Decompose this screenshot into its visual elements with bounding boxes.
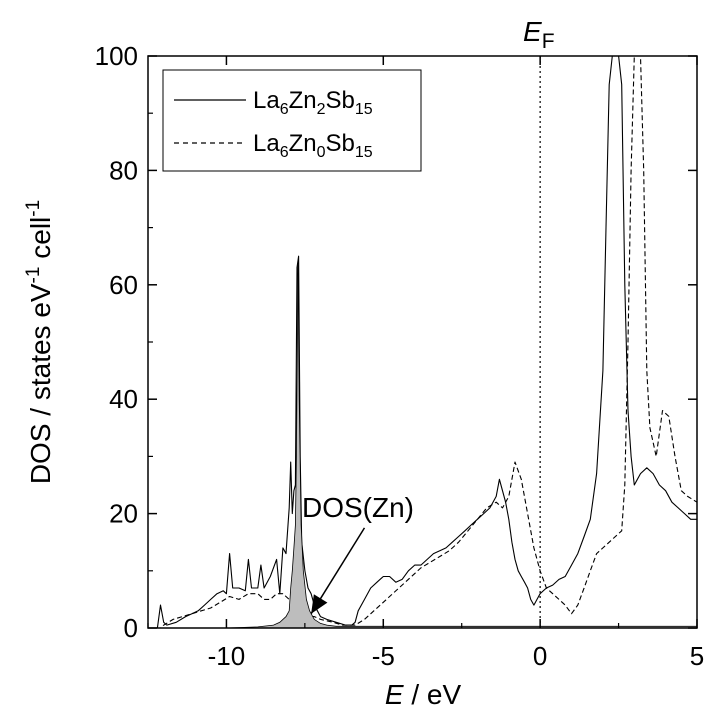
x-axis-title: E / eV xyxy=(385,679,462,710)
legend-label-part: Sb xyxy=(326,87,355,114)
y-axis-title-main: DOS / states eV xyxy=(25,283,56,484)
y-axis-title-sup1: -1 xyxy=(23,267,44,284)
legend-label-part: Zn xyxy=(289,130,317,157)
legend-label-part: 15 xyxy=(355,144,373,161)
legend-label-part: 2 xyxy=(317,101,326,118)
fermi-level-label: EF xyxy=(523,16,555,53)
fermi-label-sub: F xyxy=(542,30,555,53)
legend-label-part: 0 xyxy=(317,144,326,161)
legend-label-part: La xyxy=(253,87,280,114)
legend-label-la6zn0sb15: La6Zn0Sb15 xyxy=(253,130,373,161)
series-la6zn2sb15 xyxy=(148,56,697,628)
legend-label-part: 6 xyxy=(280,101,289,118)
y-axis-title-mid: cell xyxy=(25,217,56,267)
series-dos-zn xyxy=(148,261,697,628)
series-group xyxy=(148,56,697,628)
y-tick-label: 40 xyxy=(109,384,138,414)
y-tick-label: 100 xyxy=(95,41,138,71)
y-axis-title: DOS / states eV-1 cell-1 xyxy=(23,200,56,484)
x-tick-label: -5 xyxy=(372,641,395,671)
legend-label-part: Sb xyxy=(326,130,355,157)
y-tick-label: 80 xyxy=(109,155,138,185)
legend: La6Zn2Sb15 La6Zn0Sb15 xyxy=(162,69,422,172)
annotation-dos-zn: DOS(Zn) xyxy=(302,492,414,523)
x-tick-label: -10 xyxy=(208,641,246,671)
legend-label-part: 15 xyxy=(355,101,373,118)
y-tick-label: 20 xyxy=(109,499,138,529)
x-tick-label: 0 xyxy=(533,641,547,671)
series-la6zn0sb15 xyxy=(148,56,697,628)
plot-area xyxy=(148,56,697,628)
plot-frame xyxy=(147,55,698,629)
annotation-arrow xyxy=(310,527,366,615)
legend-label-part: 6 xyxy=(280,144,289,161)
legend-label-part: Zn xyxy=(289,87,317,114)
y-tick-label: 0 xyxy=(124,613,138,643)
y-axis-title-sup2: -1 xyxy=(23,200,44,217)
y-tick-label: 60 xyxy=(109,270,138,300)
legend-label-part: La xyxy=(253,130,280,157)
annotation-arrow-head xyxy=(311,594,328,614)
legend-label-la6zn2sb15: La6Zn2Sb15 xyxy=(253,87,373,118)
x-axis-title-italic: E xyxy=(385,679,404,710)
x-axis-title-rest: / eV xyxy=(404,679,462,710)
fermi-label-main: E xyxy=(523,16,542,47)
legend-box xyxy=(162,69,422,172)
x-tick-label: 5 xyxy=(690,641,704,671)
